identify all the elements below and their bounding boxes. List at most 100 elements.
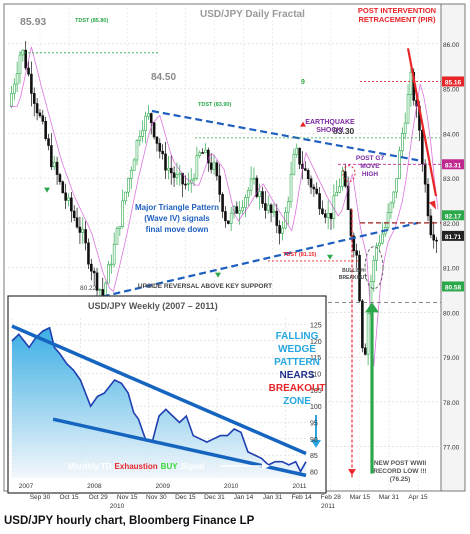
candle-body (304, 168, 307, 171)
candle-body (341, 171, 344, 187)
candle-body (184, 183, 187, 186)
label-triangle: (Wave IV) signals (144, 214, 210, 223)
candle-body (281, 227, 284, 234)
buy-setup-arrow (327, 254, 333, 260)
candle-body (87, 242, 90, 265)
candle-body (338, 186, 341, 193)
candle-body (109, 263, 113, 266)
candle-body (229, 212, 233, 224)
inset-y-tick-label: 85 (310, 453, 318, 460)
inset-y-tick-label: 105 (310, 388, 322, 395)
candle-body (218, 175, 222, 195)
price-tag-label: 80.58 (445, 284, 462, 291)
inset-x-tick-label: 2007 (19, 483, 34, 490)
candle-body (92, 270, 96, 274)
candle-body (355, 250, 358, 256)
candle-body (24, 49, 27, 69)
candle-body (366, 313, 370, 355)
price-axis: 86.00 85.00 84.00 83.00 82.00 81.00 80.00 79.00… (442, 42, 464, 452)
price-tag-label: 85.16 (445, 79, 462, 86)
triangle-lower-trendline (91, 221, 419, 301)
label-bullish: BREAKOUT (339, 275, 367, 281)
candle-body (306, 170, 310, 180)
candle-body (349, 209, 353, 237)
label-post-g7: HIGH (362, 171, 379, 178)
bullish-breakout-ellipse (364, 246, 384, 290)
candle-body (178, 173, 182, 175)
label-tdst-low: TDST (81.15) (283, 252, 316, 258)
price-tag (442, 76, 464, 87)
date-tick-label: Dec 15 (175, 494, 196, 501)
candle-body (403, 122, 407, 134)
candle-body (241, 207, 244, 212)
candle-body (315, 188, 319, 194)
label-record-low: RECORD LOW !!! (373, 468, 426, 475)
price-tick-label: 77.00 (443, 445, 460, 452)
candle-body (104, 282, 107, 296)
price-tag-label: 82.17 (445, 213, 462, 220)
candle-body (98, 289, 102, 291)
pir-arrow-head (429, 200, 436, 210)
candle-body (90, 263, 93, 272)
pir-arrow-shaft (406, 48, 438, 197)
price-tag (442, 210, 464, 221)
price-tag (442, 230, 464, 241)
candle-body (352, 235, 356, 252)
inset-y-tick-label: 120 (310, 339, 322, 346)
candle-body (12, 83, 16, 94)
wedge-arrow-head (311, 440, 321, 448)
candle-body (161, 150, 164, 155)
candle-body (246, 189, 250, 198)
wedge-label: FALLING (276, 331, 319, 342)
candle-body (215, 162, 219, 177)
candle-body (75, 217, 79, 228)
candle-body (181, 173, 184, 185)
candle-body (269, 204, 273, 213)
date-tick-label: Oct 29 (89, 494, 109, 501)
candle-body (61, 181, 65, 194)
candle-body (238, 210, 241, 214)
candle-body (101, 289, 105, 296)
candle-body (135, 140, 139, 161)
monthly-td-segment: Monthly TD (68, 462, 112, 471)
label-record-low: NEW POST WWII (374, 460, 427, 467)
candle-body (224, 211, 227, 222)
inset-y-tick-label: 95 (310, 420, 318, 427)
candle-body (47, 138, 50, 146)
label-pir: RETRACEMENT (PIR) (358, 15, 436, 24)
candle-body (15, 73, 19, 85)
date-tick-label: Mar 15 (350, 494, 371, 501)
price-tick-label: 81.00 (443, 266, 460, 273)
candle-body (195, 155, 199, 179)
monthly-td-segment: Exhaustion (115, 462, 158, 471)
candle-body (395, 178, 398, 193)
candle-body (226, 220, 230, 224)
candle-body (107, 264, 110, 284)
candle-body (309, 178, 313, 188)
candle-body (406, 94, 410, 124)
candle-body (127, 178, 130, 193)
candle-body (375, 245, 378, 261)
price-tick-label: 84.00 (443, 131, 460, 138)
candle-body (278, 225, 281, 234)
label-support: 80.22 (80, 285, 97, 292)
candle-body (409, 72, 413, 95)
candle-body (249, 178, 253, 191)
inset-x-tick-label: 2011 (292, 483, 306, 490)
label-tdst-top: TDST (85.80) (75, 18, 108, 24)
candle-body (138, 136, 142, 141)
td-arrow-head (262, 462, 270, 470)
candle-body (209, 162, 213, 170)
candle-body (378, 242, 381, 247)
date-tick-label: Apr 15 (408, 494, 428, 501)
label-pir: POST INTERVENTION (358, 6, 436, 15)
inset-x-tick-label: 2010 (224, 483, 239, 490)
earthquake-ellipse (342, 165, 356, 183)
candle-body (175, 174, 179, 178)
earthquake-drop-arrow (348, 469, 356, 476)
candle-body (81, 229, 85, 233)
inset-y-tick-label: 115 (310, 355, 321, 362)
candle-body (10, 93, 13, 107)
label-record-low: (76.25) (390, 476, 411, 483)
candle-body (118, 226, 122, 229)
